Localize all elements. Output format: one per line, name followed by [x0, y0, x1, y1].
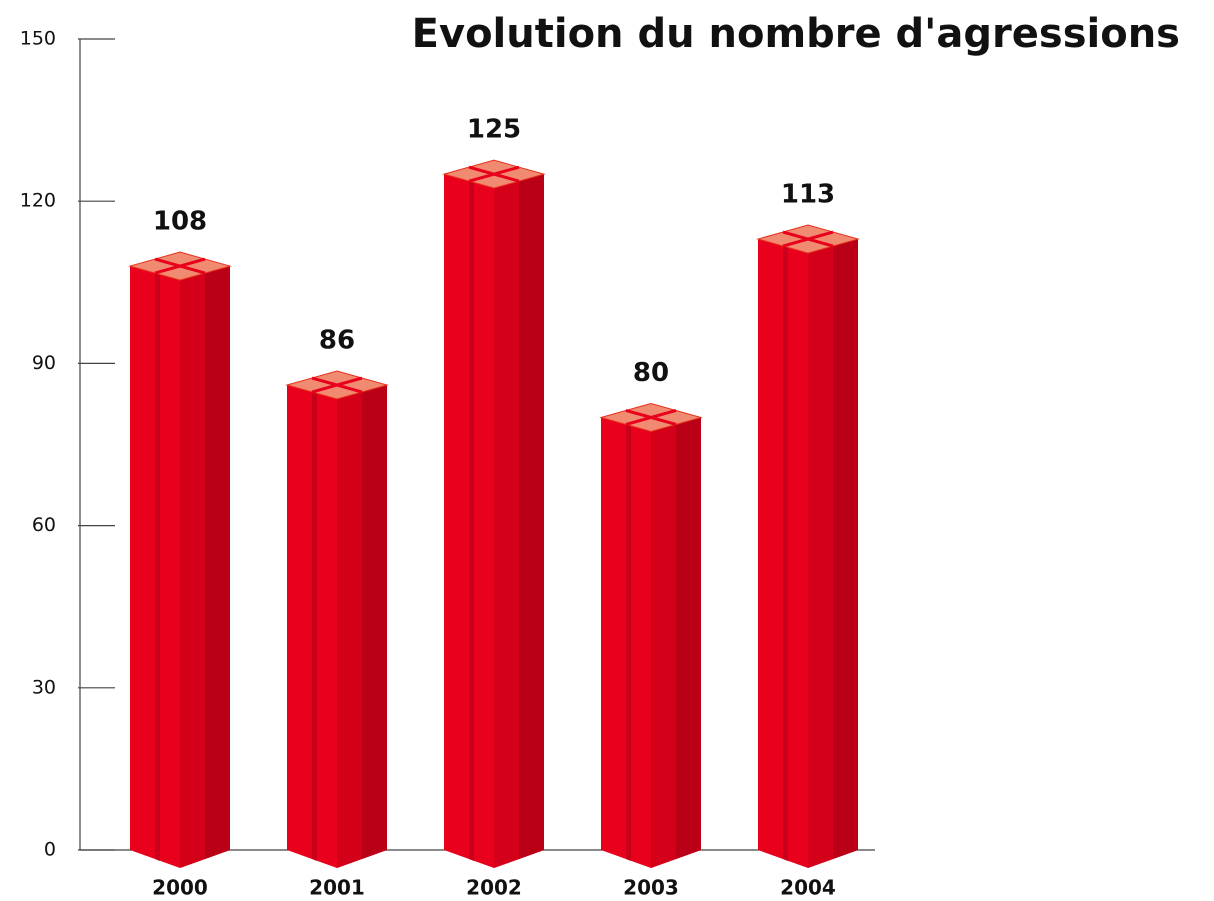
y-tick-label: 90 — [32, 352, 56, 374]
y-tick-label: 30 — [32, 676, 56, 698]
bar-top-cross — [468, 165, 520, 183]
bar-edge — [469, 181, 474, 861]
bar-edge — [312, 392, 317, 861]
y-tick-label: 120 — [20, 190, 56, 212]
y-tick-label: 150 — [20, 28, 56, 50]
bar-side — [205, 266, 230, 860]
bar — [756, 224, 860, 869]
bar — [442, 159, 546, 868]
bar-edge — [783, 246, 788, 862]
bar-side — [833, 239, 858, 860]
x-tick-label: 2001 — [309, 876, 365, 900]
bar-top-cross — [311, 376, 363, 394]
bar — [128, 251, 232, 869]
bar-edge — [626, 424, 631, 861]
x-tick-label: 2002 — [466, 876, 522, 900]
bar-top-cross — [782, 230, 834, 248]
value-label: 86 — [319, 326, 355, 356]
bar — [599, 402, 703, 868]
bar-top-cross — [154, 257, 206, 275]
x-tick-label: 2003 — [623, 876, 679, 900]
bar-side — [519, 174, 544, 859]
y-tick-label: 0 — [44, 839, 56, 861]
value-label: 125 — [467, 115, 521, 145]
x-tick-label: 2004 — [780, 876, 836, 900]
bar — [285, 370, 389, 868]
bar-edge — [155, 273, 160, 862]
chart-title: Evolution du nombre d'agressions — [412, 11, 1180, 57]
bar-top-cross — [625, 409, 677, 426]
bar-side — [362, 385, 387, 859]
value-label: 113 — [781, 180, 835, 210]
x-tick-label: 2000 — [152, 876, 208, 900]
value-label: 108 — [153, 207, 207, 237]
bar-side — [676, 417, 701, 859]
y-tick-label: 60 — [32, 514, 56, 536]
value-label: 80 — [633, 358, 669, 388]
